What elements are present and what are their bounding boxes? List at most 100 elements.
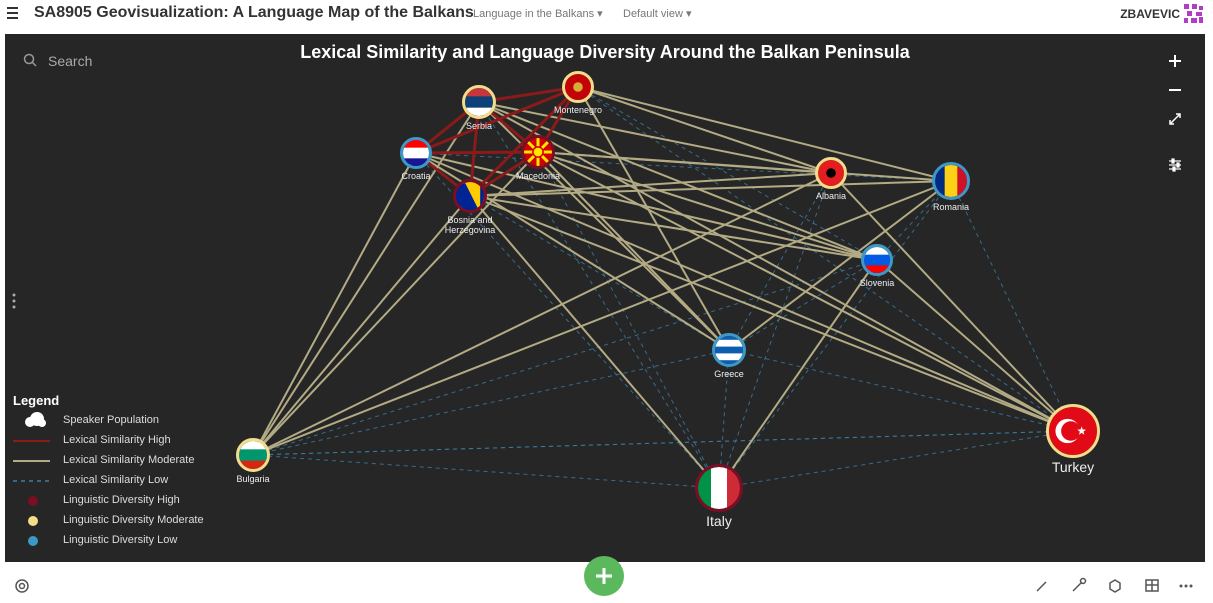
flag [715,336,743,364]
menu-icon[interactable] [7,7,18,19]
toolbar-icons[interactable] [1036,577,1159,593]
flag-stripe [711,467,728,509]
element-ring [861,244,893,276]
legend-item: Lexical Similarity High [63,434,171,446]
legend-symbol [28,516,38,526]
flag-stripe [727,467,740,509]
connection [469,195,1074,432]
flag-stripe [715,336,743,341]
search-icon[interactable] [23,53,37,67]
legend-item: Speaker Population [63,414,160,426]
element[interactable] [712,333,746,368]
element-label: Croatia [401,171,431,181]
map-canvas[interactable] [5,34,1205,562]
flag-star [1077,426,1087,435]
map-menu[interactable]: Language in the Balkans ▾ [473,8,603,20]
element-ring [815,157,847,189]
connection [718,430,1074,489]
connection [415,152,952,182]
connection [252,454,720,489]
element[interactable] [236,438,270,473]
side-handle[interactable] [12,293,16,309]
connection [478,101,1074,432]
connection [577,86,832,174]
search-box[interactable]: Search [48,53,93,69]
element[interactable] [861,244,893,277]
element-ring [236,438,270,472]
flag-stripe [864,265,890,273]
connection [469,195,878,261]
avatar[interactable] [1184,4,1203,23]
legend-symbol [28,536,38,546]
element-label: Romania [932,202,970,212]
connection [718,180,952,489]
legend-item: Lexical Similarity Moderate [63,454,195,466]
connection [537,151,730,351]
element-label: Greece [714,369,744,379]
flag-stripe [465,107,493,116]
flag-sun [532,146,544,158]
connection [537,151,952,182]
flag [818,160,844,186]
connection [577,86,878,261]
flag [864,247,890,273]
flag-stripe [715,346,743,354]
flag-emblem [573,82,583,92]
flag [565,74,591,100]
fit-view[interactable] [1169,113,1181,125]
element[interactable] [695,464,744,512]
connection [252,180,952,456]
flag-emblem [411,148,421,158]
element[interactable] [1046,404,1100,458]
connection [415,152,1074,432]
connection [478,101,878,261]
connection [876,259,1074,432]
flag-stripe [864,254,890,266]
flag-stripe [239,449,267,462]
flag-stripe [465,96,493,109]
settings-icon[interactable] [1169,158,1181,172]
element[interactable] [815,157,847,189]
connection [252,430,1074,456]
flag-emblem [826,168,836,178]
connection [469,195,720,489]
element-label: Bulgaria [236,474,270,484]
more-icon[interactable] [1179,584,1193,588]
element-label: Serbia [465,121,492,131]
flag-stripe [239,441,267,450]
connection [728,172,832,351]
add-button[interactable] [584,556,624,596]
legend-item: Linguistic Diversity Moderate [63,514,204,526]
legend-symbol [38,419,46,427]
map-menu-label: Language in the Balkans [473,8,595,20]
connection [728,349,1074,432]
connection [718,259,878,489]
element[interactable] [400,137,432,170]
legend-item: Linguistic Diversity Low [63,534,178,546]
connection [478,101,832,174]
connection [830,172,1074,432]
flag-stripe [239,460,267,469]
element-label: Montenegro [553,105,603,115]
connection [728,180,952,351]
element-label: Slovenia [859,278,895,288]
element[interactable] [932,162,971,200]
connection [252,101,480,456]
zoom-in[interactable] [1169,55,1181,67]
flag-stripe [957,165,967,197]
element[interactable] [562,71,594,103]
element[interactable] [521,135,555,169]
element[interactable] [462,85,496,120]
element[interactable] [453,179,487,213]
connection [718,349,730,489]
user-name[interactable]: ZBAVEVIC [1120,7,1180,21]
connection [537,151,878,261]
flag [698,467,740,509]
flag-stripe [403,140,429,149]
element-label: Bosnia and Herzegovina [444,215,496,235]
help-icon[interactable] [15,579,29,593]
view-menu[interactable]: Default view ▾ [623,8,692,20]
connection [478,101,730,351]
flag [403,140,429,166]
